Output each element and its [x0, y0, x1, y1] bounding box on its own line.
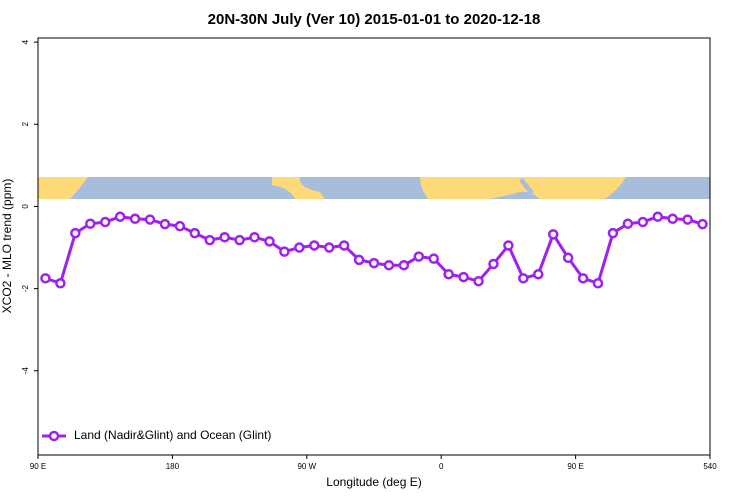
- data-point: [473, 275, 484, 287]
- data-point: [443, 268, 454, 280]
- x-tick-label: 90 W: [297, 462, 316, 471]
- legend-marker: [48, 430, 60, 442]
- legend-label: Land (Nadir&Glint) and Ocean (Glint): [74, 428, 271, 442]
- data-point: [622, 218, 634, 229]
- data-point: [428, 253, 439, 264]
- data-point: [697, 218, 708, 230]
- data-point: [40, 273, 51, 284]
- x-tick-label: 90 E: [567, 462, 583, 471]
- data-point: [219, 232, 230, 243]
- y-tick-label: 2: [21, 122, 30, 127]
- data-point: [368, 257, 380, 269]
- data-point: [323, 242, 335, 253]
- series-line: [44, 215, 703, 286]
- data-point: [159, 218, 171, 230]
- data-point: [503, 240, 514, 251]
- data-point: [338, 240, 350, 251]
- y-tick-label: -4: [21, 367, 30, 375]
- data-point: [652, 211, 663, 222]
- data-point: [85, 218, 96, 229]
- data-point: [279, 246, 290, 257]
- data-point: [458, 271, 469, 283]
- data-point: [577, 273, 589, 284]
- data-point: [547, 229, 559, 240]
- x-tick-label: 180: [166, 462, 180, 471]
- y-tick-label: 0: [21, 204, 30, 209]
- data-point: [533, 268, 544, 280]
- chart-title: 20N-30N July (Ver 10) 2015-01-01 to 2020…: [208, 11, 541, 28]
- data-point: [174, 220, 186, 232]
- data-point: [249, 232, 260, 243]
- data-point: [413, 251, 425, 262]
- x-axis-label: Longitude (deg E): [326, 475, 421, 489]
- data-point: [607, 227, 619, 239]
- data-point: [562, 252, 574, 264]
- data-point: [99, 216, 111, 228]
- data-point: [518, 273, 529, 284]
- data-point: [204, 234, 215, 246]
- data-point: [234, 234, 245, 246]
- data-point: [682, 214, 693, 225]
- plot-frame: [37, 37, 711, 456]
- y-tick-label: 4: [21, 39, 30, 44]
- data-point: [70, 227, 81, 239]
- data-point: [398, 259, 410, 271]
- data-point: [294, 242, 305, 253]
- map-strip: [38, 177, 710, 199]
- data-point: [55, 278, 66, 289]
- x-tick-label: 0: [439, 462, 444, 471]
- data-point: [309, 240, 320, 251]
- data-point: [592, 278, 604, 289]
- data-point: [264, 236, 275, 247]
- data-point: [637, 216, 649, 228]
- data-point: [189, 227, 201, 239]
- data-point: [488, 258, 499, 270]
- y-tick-label: -2: [21, 285, 30, 293]
- data-point: [144, 214, 156, 225]
- data-point: [114, 211, 126, 222]
- data-point: [129, 213, 141, 225]
- x-tick-label: 540: [703, 462, 717, 471]
- data-point: [667, 213, 678, 225]
- data-point: [383, 259, 395, 271]
- x-tick-label: 90 E: [30, 462, 46, 471]
- y-axis-label: XCO2 - MLO trend (ppm): [0, 179, 14, 314]
- data-point: [353, 254, 365, 266]
